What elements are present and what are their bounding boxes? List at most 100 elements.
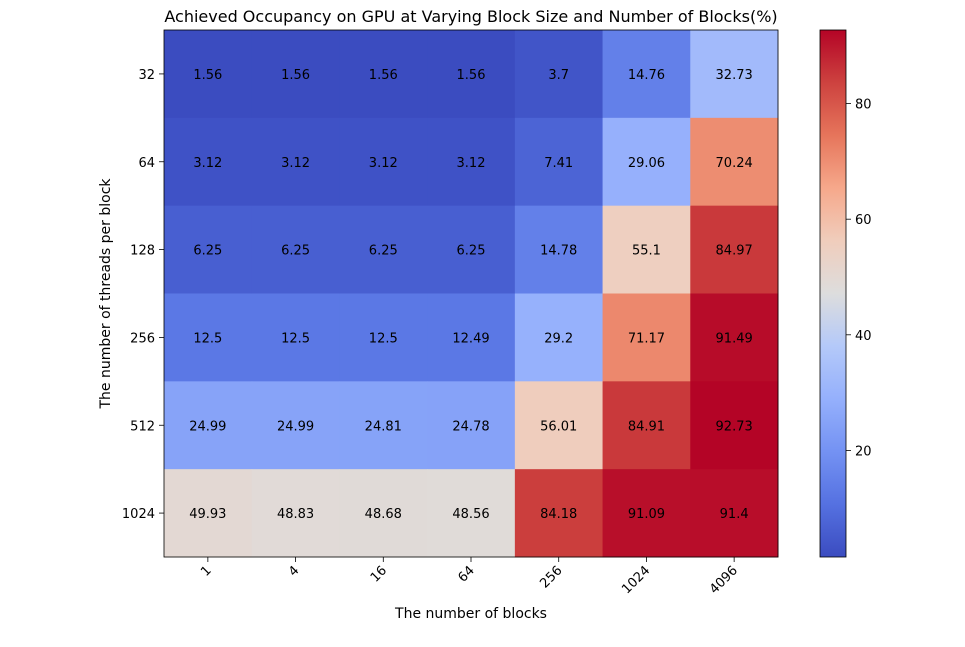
x-tick-label: 256 — [537, 563, 565, 591]
x-axis-ticks: 1 4 16 64 256 1024 4096 — [198, 557, 741, 597]
cell-value-label: 6.25 — [369, 244, 398, 259]
x-tick-label: 1024 — [619, 563, 653, 597]
x-tick-label: 4096 — [707, 563, 741, 597]
colorbar-tick-label: 60 — [855, 213, 872, 228]
cell-value-label: 29.06 — [628, 156, 665, 171]
heatmap-cell — [690, 30, 779, 119]
cell-value-label: 3.12 — [281, 156, 310, 171]
heatmap-cell — [602, 469, 691, 558]
cell-value-label: 6.25 — [457, 244, 486, 259]
cell-value-label: 48.83 — [277, 507, 314, 522]
heatmap-cell — [164, 293, 253, 382]
x-tick-label: 4 — [286, 563, 302, 579]
cell-value-label: 14.78 — [540, 244, 577, 259]
colorbar-tick-label: 20 — [855, 444, 872, 459]
cell-value-label: 1.56 — [193, 68, 222, 83]
cell-value-label: 1.56 — [369, 68, 398, 83]
cell-value-label: 1.56 — [457, 68, 486, 83]
cell-value-label: 14.76 — [628, 68, 665, 83]
cell-value-label: 1.56 — [281, 68, 310, 83]
cell-value-label: 49.93 — [189, 507, 226, 522]
x-tick-label: 16 — [368, 563, 390, 585]
cell-value-label: 91.4 — [720, 507, 749, 522]
heatmap-cell — [690, 117, 779, 207]
heatmap-cell — [602, 205, 691, 294]
heatmap-cell — [427, 205, 516, 294]
colorbar — [819, 29, 847, 558]
cell-value-label: 3.7 — [548, 68, 569, 83]
cell-value-label: 84.18 — [540, 507, 577, 522]
cell-value-label: 29.2 — [544, 331, 573, 346]
heatmap-cell — [164, 30, 253, 119]
cell-value-label: 24.99 — [277, 419, 314, 434]
y-axis-label: The number of threads per block — [98, 178, 114, 410]
heatmap-cell — [339, 30, 428, 119]
heatmap-cell — [164, 469, 253, 558]
heatmap-cell — [690, 381, 779, 470]
cell-value-label: 70.24 — [716, 156, 753, 171]
x-axis-label: The number of blocks — [394, 606, 547, 622]
heatmap-cell — [251, 469, 340, 558]
colorbar-tick-label: 80 — [855, 98, 872, 113]
cell-value-label: 92.73 — [716, 419, 753, 434]
cell-value-label: 71.17 — [628, 331, 665, 346]
heatmap-cell — [427, 30, 516, 119]
y-tick-label: 256 — [130, 331, 155, 346]
y-tick-label: 128 — [130, 244, 155, 259]
y-tick-label: 1024 — [122, 507, 155, 522]
cell-value-label: 56.01 — [540, 419, 577, 434]
heatmap-cell — [602, 381, 691, 470]
cell-value-label: 3.12 — [457, 156, 486, 171]
cell-value-label: 32.73 — [716, 68, 753, 83]
heatmap-cell — [602, 293, 691, 382]
cell-value-label: 55.1 — [632, 244, 661, 259]
colorbar-ticks: 20 40 60 80 — [846, 98, 872, 459]
cell-value-label: 24.78 — [452, 419, 489, 434]
heatmap-cell — [339, 205, 428, 294]
x-tick-label: 64 — [456, 563, 478, 585]
colorbar-tick-label: 40 — [855, 329, 872, 344]
cell-value-label: 91.09 — [628, 507, 665, 522]
heatmap-cell — [427, 469, 516, 558]
chart-title: Achieved Occupancy on GPU at Varying Blo… — [164, 7, 777, 26]
cell-value-label: 3.12 — [369, 156, 398, 171]
heatmap-cell — [427, 381, 516, 470]
heatmap-cell — [602, 30, 691, 119]
x-tick-label: 1 — [198, 563, 214, 579]
cell-value-label: 6.25 — [281, 244, 310, 259]
heatmap-cell — [339, 117, 428, 207]
cell-value-label: 84.97 — [716, 244, 753, 259]
cell-value-label: 12.5 — [281, 331, 310, 346]
cell-value-label: 3.12 — [193, 156, 222, 171]
cell-value-label: 12.5 — [193, 331, 222, 346]
heatmap-cell — [164, 381, 253, 470]
cell-value-label: 48.68 — [365, 507, 402, 522]
y-axis-ticks: 32 64 128 256 512 1024 — [122, 68, 164, 522]
cell-value-label: 6.25 — [193, 244, 222, 259]
heatmap-cell — [251, 381, 340, 470]
heatmap-cell — [602, 117, 691, 207]
heatmap-cell — [514, 293, 604, 382]
cell-value-label: 84.91 — [628, 419, 665, 434]
heatmap-cell — [339, 469, 428, 558]
heatmap-cell — [251, 293, 340, 382]
heatmap-cell — [251, 30, 340, 119]
heatmap-cell — [164, 205, 253, 294]
cell-value-label: 48.56 — [452, 507, 489, 522]
heatmap-cell — [514, 469, 604, 558]
heatmap-cell — [514, 117, 604, 207]
y-tick-label: 64 — [138, 156, 155, 171]
heatmap-cell — [251, 117, 340, 207]
cell-value-label: 7.41 — [544, 156, 573, 171]
heatmap-cell — [690, 293, 779, 382]
heatmap-cell — [690, 205, 779, 294]
cell-value-label: 12.49 — [452, 331, 489, 346]
cell-value-label: 12.5 — [369, 331, 398, 346]
heatmap-cells — [164, 30, 779, 558]
y-tick-label: 32 — [138, 68, 155, 83]
heatmap-cell — [251, 205, 340, 294]
heatmap-cell — [164, 117, 253, 207]
heatmap-cell — [514, 30, 604, 119]
